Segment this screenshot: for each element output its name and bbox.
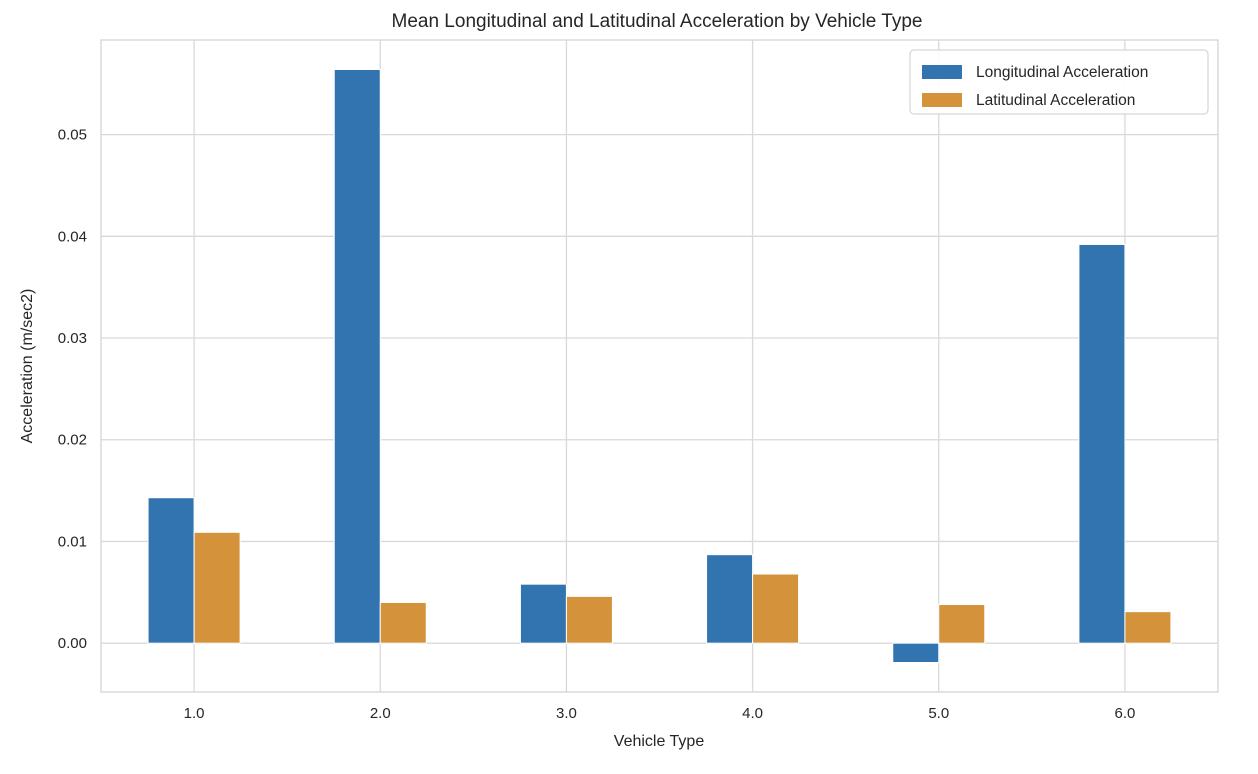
bar-latitudinal: [1124, 611, 1172, 644]
bar-longitudinal: [706, 554, 754, 644]
y-tick-label: 0.00: [58, 635, 87, 652]
x-tick-label: 2.0: [370, 705, 391, 722]
legend: Longitudinal Acceleration Latitudinal Acc…: [909, 49, 1209, 115]
bar-longitudinal: [147, 497, 195, 644]
y-tick-label: 0.05: [58, 127, 87, 144]
bar-longitudinal: [892, 642, 940, 664]
chart-title: Mean Longitudinal and Latitudinal Accele…: [392, 11, 923, 32]
legend-swatch: [922, 65, 962, 79]
x-tick-label: 3.0: [556, 705, 577, 722]
legend-swatch: [922, 93, 962, 107]
y-tick-label: 0.01: [58, 533, 87, 550]
x-tick-label: 1.0: [184, 705, 205, 722]
bar-latitudinal: [752, 573, 800, 644]
y-axis-label: Acceleration (m/sec2): [19, 289, 36, 444]
bar-latitudinal: [193, 531, 241, 644]
bar-longitudinal: [519, 583, 567, 644]
legend-label: Longitudinal Acceleration: [976, 64, 1148, 81]
bars: [147, 68, 1172, 664]
y-tick-label: 0.02: [58, 432, 87, 449]
plot-area: [100, 39, 1219, 693]
bar-latitudinal: [938, 604, 986, 644]
bar-longitudinal: [333, 68, 381, 644]
legend-box: [909, 49, 1209, 115]
y-tick-label: 0.03: [58, 330, 87, 347]
x-axis-label: Vehicle Type: [614, 733, 705, 750]
x-tick-labels: 1.0 2.0 3.0 4.0 5.0 6.0: [184, 705, 1136, 722]
y-tick-label: 0.04: [58, 228, 87, 245]
x-tick-label: 5.0: [928, 705, 949, 722]
bar-longitudinal: [1078, 243, 1126, 644]
y-tick-labels: 0.00 0.01 0.02 0.03 0.04 0.05: [58, 127, 87, 653]
legend-label: Latitudinal Acceleration: [976, 92, 1135, 109]
x-tick-label: 4.0: [742, 705, 763, 722]
x-tick-label: 6.0: [1114, 705, 1135, 722]
bar-latitudinal: [379, 601, 427, 644]
bar-latitudinal: [565, 595, 613, 644]
